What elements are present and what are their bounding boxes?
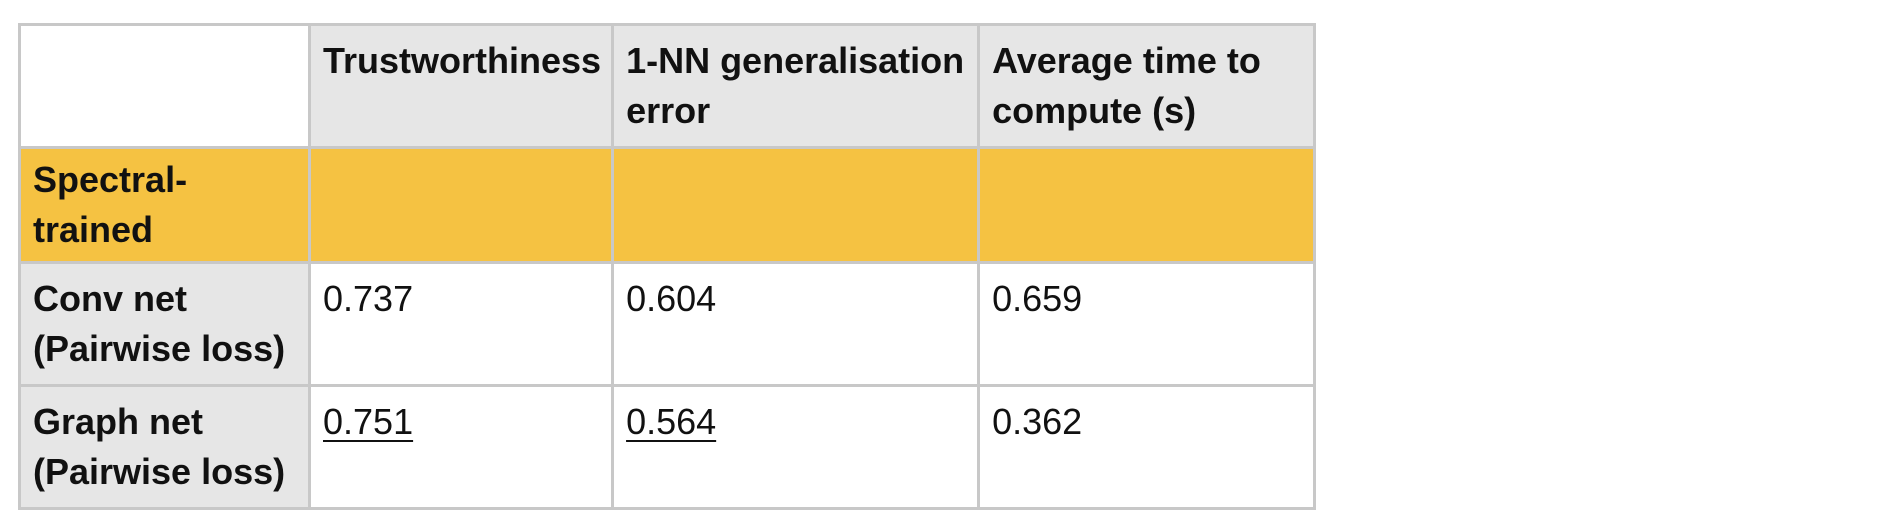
value-trustworthiness: 0.751	[307, 384, 615, 510]
header-avg-time: Average time to compute (s)	[977, 23, 1317, 149]
table-row: Graph net (Pairwise loss) 0.751 0.564 0.…	[18, 384, 1317, 510]
section-label: Spectral-trained	[18, 146, 311, 264]
table-row: Conv net (Pairwise loss) 0.737 0.604 0.6…	[18, 261, 1317, 387]
value-1nn-error: 0.604	[611, 261, 981, 387]
row-label-graph-net: Graph net (Pairwise loss)	[18, 384, 311, 510]
value-1nn-error: 0.564	[611, 384, 981, 510]
results-table: Trustworthiness 1-NN generalisation erro…	[18, 23, 1317, 510]
header-row: Trustworthiness 1-NN generalisation erro…	[18, 23, 1317, 149]
section-row: Spectral-trained	[18, 146, 1317, 264]
section-empty-cell	[977, 146, 1317, 264]
value-avg-time: 0.362	[977, 384, 1317, 510]
header-trustworthiness: Trustworthiness	[307, 23, 615, 149]
section-empty-cell	[611, 146, 981, 264]
header-1nn-error: 1-NN generalisation error	[611, 23, 981, 149]
section-empty-cell	[307, 146, 615, 264]
corner-cell	[18, 23, 311, 149]
value-trustworthiness: 0.737	[307, 261, 615, 387]
row-label-conv-net: Conv net (Pairwise loss)	[18, 261, 311, 387]
value-avg-time: 0.659	[977, 261, 1317, 387]
